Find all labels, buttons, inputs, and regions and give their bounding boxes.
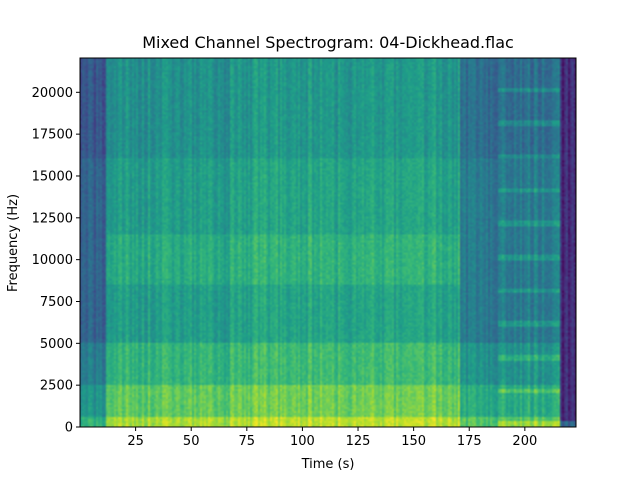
y-axis: 0 2500 5000 7500 10000 12500 15000 17500 20000: [32, 86, 80, 436]
plot-frame: [79, 57, 577, 428]
x-tick-label: 100: [290, 434, 315, 449]
y-tick-label: 10000: [32, 253, 73, 268]
y-axis-label: Frequency (Hz): [6, 194, 21, 292]
y-tick-label: 17500: [32, 128, 73, 143]
y-tick-label: 5000: [40, 337, 73, 352]
plot-area: [79, 57, 577, 428]
x-tick-label: 125: [346, 434, 371, 449]
x-tick-label: 200: [512, 434, 537, 449]
y-tick-label: 7500: [40, 295, 73, 310]
x-tick-label: 150: [401, 434, 426, 449]
y-tick-label: 0: [65, 421, 73, 436]
x-axis-label: Time (s): [301, 457, 355, 472]
y-tick-label: 20000: [32, 86, 73, 101]
chart-title: Mixed Channel Spectrogram: 04-Dickhead.f…: [142, 33, 514, 52]
y-tick-label: 2500: [40, 379, 73, 394]
y-tick-label: 15000: [32, 169, 73, 184]
x-tick-label: 50: [183, 434, 200, 449]
y-tick-label: 12500: [32, 211, 73, 226]
spectrogram-heatmap: [80, 58, 576, 427]
x-tick-label: 175: [457, 434, 482, 449]
x-tick-label: 75: [239, 434, 256, 449]
x-axis: 25 50 75 100 125 150 175 200: [127, 427, 537, 449]
x-tick-label: 25: [127, 434, 144, 449]
